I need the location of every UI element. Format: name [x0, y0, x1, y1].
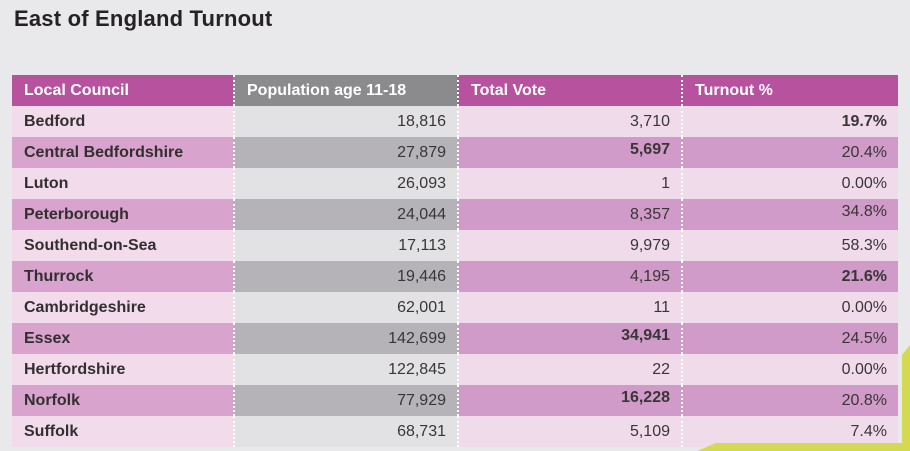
council-cell: Essex	[12, 323, 233, 354]
population-cell: 17,113	[233, 230, 457, 261]
council-cell: Hertfordshire	[12, 354, 233, 385]
table-row: Suffolk 68,731 5,109 7.4%	[12, 416, 898, 447]
table-row: Peterborough 24,044 8,357 34.8%	[12, 199, 898, 230]
turnout-cell: 0.00%	[681, 292, 898, 323]
total-vote-cell: 22	[457, 354, 681, 385]
table-row: Luton 26,093 1 0.00%	[12, 168, 898, 199]
table-row: Hertfordshire 122,845 22 0.00%	[12, 354, 898, 385]
total-vote-cell: 9,979	[457, 230, 681, 261]
council-cell: Suffolk	[12, 416, 233, 447]
header-cell-local-council: Local Council	[12, 75, 233, 106]
table-row: Cambridgeshire 62,001 11 0.00%	[12, 292, 898, 323]
table-row: Norfolk 77,929 16,228 20.8%	[12, 385, 898, 416]
turnout-cell: 19.7%	[681, 106, 898, 137]
council-cell: Bedford	[12, 106, 233, 137]
header-cell-total-vote: Total Vote	[457, 75, 681, 106]
turnout-cell: 21.6%	[681, 261, 898, 292]
turnout-cell: 7.4%	[681, 416, 898, 447]
turnout-cell: 24.5%	[681, 323, 898, 354]
table-row: Thurrock 19,446 4,195 21.6%	[12, 261, 898, 292]
turnout-cell: 20.4%	[681, 137, 898, 168]
council-cell: Norfolk	[12, 385, 233, 416]
total-vote-cell: 3,710	[457, 106, 681, 137]
header-cell-population: Population age 11-18	[233, 75, 457, 106]
council-cell: Cambridgeshire	[12, 292, 233, 323]
population-cell: 68,731	[233, 416, 457, 447]
total-vote-cell: 5,109	[457, 416, 681, 447]
population-cell: 77,929	[233, 385, 457, 416]
turnout-cell: 0.00%	[681, 168, 898, 199]
turnout-table: Local Council Population age 11-18 Total…	[12, 75, 898, 447]
table-header-row: Local Council Population age 11-18 Total…	[12, 75, 898, 106]
population-cell: 18,816	[233, 106, 457, 137]
population-cell: 19,446	[233, 261, 457, 292]
population-cell: 62,001	[233, 292, 457, 323]
page-title: East of England Turnout	[14, 6, 273, 31]
population-cell: 27,879	[233, 137, 457, 168]
table-body: Bedford 18,816 3,710 19.7% Central Bedfordsh…	[12, 106, 898, 447]
council-cell: Luton	[12, 168, 233, 199]
council-cell: Southend-on-Sea	[12, 230, 233, 261]
total-vote-cell: 11	[457, 292, 681, 323]
total-vote-cell: 8,357	[457, 199, 681, 230]
turnout-cell: 34.8%	[681, 199, 898, 230]
table-row: Essex 142,699 34,941 24.5%	[12, 323, 898, 354]
total-vote-cell: 4,195	[457, 261, 681, 292]
population-cell: 26,093	[233, 168, 457, 199]
turnout-cell: 20.8%	[681, 385, 898, 416]
total-vote-cell: 5,697	[457, 137, 681, 168]
council-cell: Thurrock	[12, 261, 233, 292]
council-cell: Peterborough	[12, 199, 233, 230]
total-vote-cell: 1	[457, 168, 681, 199]
turnout-cell: 0.00%	[681, 354, 898, 385]
header-cell-turnout: Turnout %	[681, 75, 898, 106]
population-cell: 142,699	[233, 323, 457, 354]
population-cell: 122,845	[233, 354, 457, 385]
population-cell: 24,044	[233, 199, 457, 230]
table-row: Bedford 18,816 3,710 19.7%	[12, 106, 898, 137]
table-row: Southend-on-Sea 17,113 9,979 58.3%	[12, 230, 898, 261]
council-cell: Central Bedfordshire	[12, 137, 233, 168]
turnout-cell: 58.3%	[681, 230, 898, 261]
total-vote-cell: 34,941	[457, 323, 681, 354]
total-vote-cell: 16,228	[457, 385, 681, 416]
table-row: Central Bedfordshire 27,879 5,697 20.4%	[12, 137, 898, 168]
